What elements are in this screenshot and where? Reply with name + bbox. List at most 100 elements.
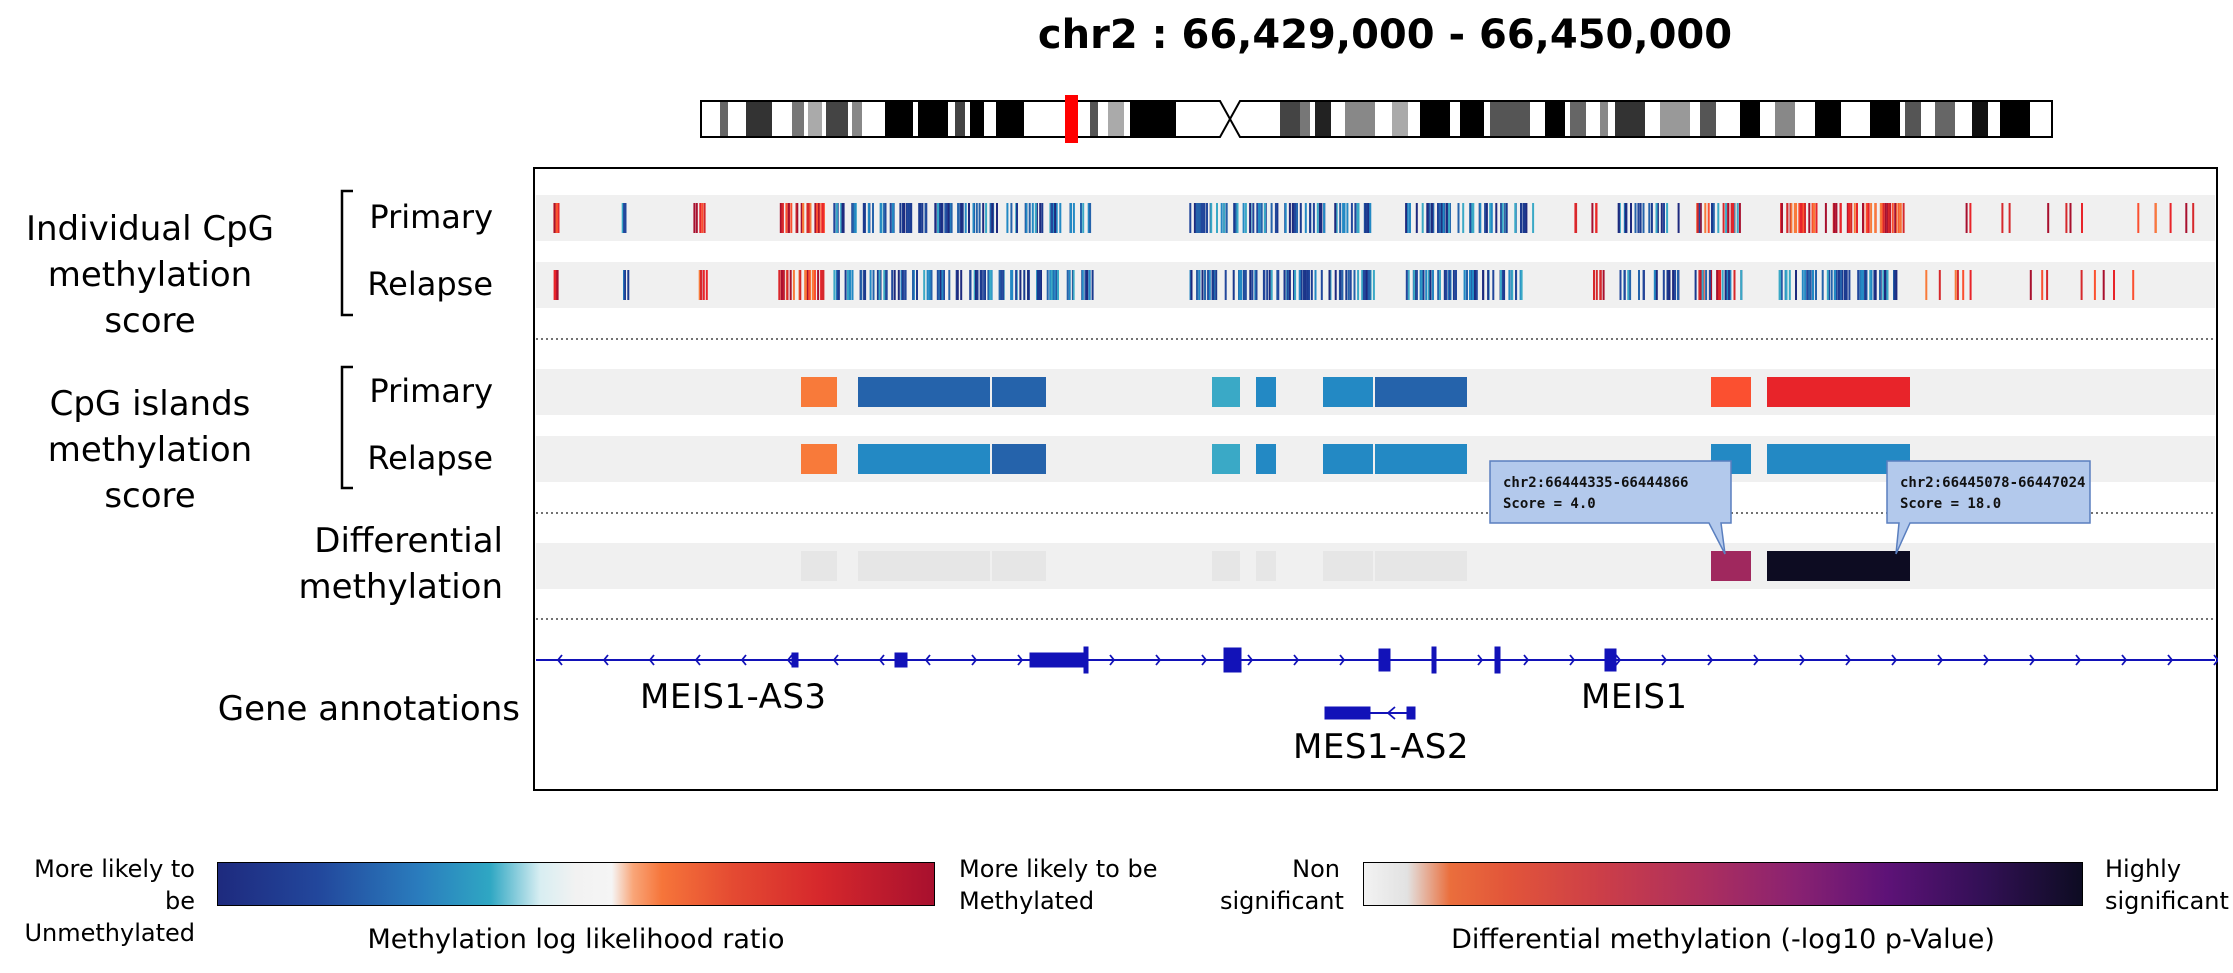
cpg-tick [1733, 270, 1736, 300]
ideogram-highlight [1065, 95, 1078, 143]
strand-arrow-right [1707, 654, 1714, 666]
strand-arrow-left [602, 654, 609, 666]
cpg-tick [923, 270, 926, 300]
ideogram-band [1905, 101, 1921, 137]
cpg-tick [1788, 270, 1791, 300]
cpg-tick [1717, 270, 1720, 300]
cpg-tick [1668, 270, 1671, 300]
strand-arrow-right [1891, 654, 1898, 666]
cpg-tick [1591, 203, 1594, 233]
cpg-tick [1256, 203, 1259, 233]
cpg-tick [1466, 270, 1468, 300]
legend2-left-line2: significant [1220, 887, 1344, 915]
strand-arrow-right [1845, 654, 1852, 666]
cpg-tick [1049, 203, 1052, 233]
cpg-tick [1721, 270, 1724, 300]
cpg-tick [1835, 270, 1838, 300]
cpg-tick [2008, 203, 2011, 233]
cpg-tick [860, 270, 863, 300]
cpg-tick [800, 203, 803, 233]
strand-arrow-left [648, 654, 655, 666]
legend1-right-line2: Methylated [959, 887, 1095, 915]
cpg-tick [1522, 203, 1525, 233]
island-p-3 [992, 377, 1046, 407]
tooltip-1[interactable]: chr2:66444335-66444866 Score = 4.0 [1489, 460, 1732, 555]
cpg-tick [950, 203, 953, 233]
cpg-tick [955, 270, 958, 300]
cpg-tick [1054, 203, 1057, 233]
cpg-tick [991, 203, 994, 233]
cpg-tick [947, 203, 950, 233]
cpg-tick [863, 270, 866, 300]
cpg-tick [822, 203, 825, 233]
cpg-tick [822, 270, 825, 300]
cpg-tick [1859, 270, 1862, 300]
cpg-tick [1428, 203, 1431, 233]
cpg-tick [1698, 270, 1701, 300]
cpg-tick [1874, 203, 1877, 233]
cpg-tick [1732, 203, 1735, 233]
cpg-tick [985, 203, 988, 233]
cpg-tick [1801, 270, 1804, 300]
cpg-tick [1201, 270, 1204, 300]
ideogram-band [970, 101, 984, 137]
cpg-tick [1421, 270, 1424, 300]
cpg-tick [1484, 203, 1487, 233]
cpg-tick [1812, 270, 1815, 300]
exon-3 [1029, 652, 1087, 668]
cpg-tick [1969, 203, 1972, 233]
cpg-tick [939, 270, 942, 300]
cpg-tick [621, 203, 624, 233]
cpg-tick [1439, 270, 1441, 300]
cpg-tick [1515, 270, 1518, 300]
cpg-tick [1698, 203, 1701, 233]
cpg-tick [2113, 270, 2115, 300]
tooltip-2[interactable]: chr2:66445078-66447024 Score = 18.0 [1886, 460, 2091, 555]
gene-track [536, 646, 2218, 720]
cpg-tick [1815, 270, 1817, 300]
strand-arrow-right [2029, 654, 2036, 666]
cpg-tick [1189, 203, 1192, 233]
cpg-tick [701, 203, 704, 233]
cpg-tick [808, 270, 811, 300]
cpg-tick [1815, 203, 1818, 233]
island-r-7 [1375, 444, 1467, 474]
cpg-tick [1354, 203, 1357, 233]
cpg-tick [1252, 203, 1255, 233]
cpg-tick [1738, 203, 1741, 233]
cpg-tick [948, 270, 951, 300]
cpg-tick [623, 270, 626, 300]
cpg-tick [1520, 203, 1522, 233]
diff-2 [858, 551, 990, 581]
cpg-tick [627, 270, 630, 300]
cpg-tick [1260, 203, 1263, 233]
legend2-colorbar [1363, 862, 2083, 906]
cpg-tick [1727, 203, 1730, 233]
cpg-tick [1232, 270, 1235, 300]
cpg-tick [872, 270, 875, 300]
ideogram-band [1420, 101, 1450, 137]
cpg-tick [869, 270, 872, 300]
strand-arrow-right [971, 654, 978, 666]
cpg-tick [1429, 270, 1432, 300]
ideogram-band [1815, 101, 1841, 137]
ideogram-band [808, 101, 822, 137]
cpg-tick [1520, 270, 1523, 300]
cpg-tick [1308, 270, 1310, 300]
cpg-tick [906, 203, 909, 233]
cpg-tick [976, 270, 979, 300]
cpg-tick [1887, 203, 1890, 233]
cpg-tick [928, 270, 931, 300]
cpg-tick [1025, 203, 1028, 233]
cpg-tick [1639, 203, 1642, 233]
cpg-tick [2169, 203, 2172, 233]
cpg-tick [1895, 203, 1898, 233]
cpg-tick [1489, 203, 1492, 233]
cpg-tick [1694, 270, 1697, 300]
cpg-tick [2093, 270, 2096, 300]
cpg-tick [779, 203, 782, 233]
cpg-tick [1041, 203, 1044, 233]
cpg-tick [1813, 203, 1816, 233]
cpg-tick [821, 203, 824, 233]
cpg-tick [1052, 203, 1055, 233]
